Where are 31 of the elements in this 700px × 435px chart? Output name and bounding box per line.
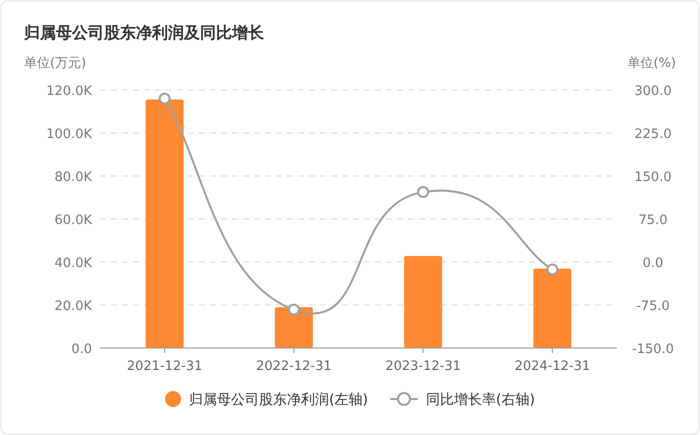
bar — [533, 268, 572, 348]
y-tick-label: 0.0 — [71, 342, 92, 357]
y-tick-label: 120.0K — [46, 84, 92, 99]
bar — [404, 256, 442, 348]
y-tick-label: 60.0K — [54, 213, 92, 228]
bar — [146, 99, 184, 348]
legend-label: 归属母公司股东净利润(左轴) — [189, 392, 368, 408]
x-tick-label: 2023-12-31 — [385, 359, 461, 374]
y-tick-label: 100.0K — [46, 127, 92, 142]
chart-title: 归属母公司股东净利润及同比增长 — [23, 23, 265, 42]
y-tick-label: 80.0K — [54, 170, 92, 185]
y-axis-title: 单位(万元) — [24, 56, 86, 71]
bar — [274, 307, 313, 348]
y2-tick-label: 75.0 — [638, 213, 668, 228]
y-tick-label: 20.0K — [54, 299, 92, 314]
y2-tick-label: -150.0 — [632, 342, 674, 357]
point — [546, 263, 558, 276]
x-tick-label: 2024-12-31 — [514, 359, 590, 374]
y2-tick-label: 300.0 — [634, 84, 672, 99]
y-tick-label: 40.0K — [54, 256, 92, 271]
legend-label: 同比增长率(右轴) — [426, 392, 535, 408]
x-tick-label: 2022-12-31 — [256, 359, 332, 374]
y2-tick-label: 225.0 — [634, 127, 672, 142]
point — [288, 304, 300, 316]
point — [417, 186, 430, 198]
point — [158, 92, 171, 105]
y2-tick-label: 150.0 — [634, 170, 672, 185]
x-tick-label: 2021-12-31 — [126, 359, 202, 374]
y2-tick-label: 0.0 — [642, 256, 664, 271]
y2-axis-title: 单位(%) — [628, 56, 676, 71]
y2-tick-label: -75.0 — [636, 299, 670, 314]
